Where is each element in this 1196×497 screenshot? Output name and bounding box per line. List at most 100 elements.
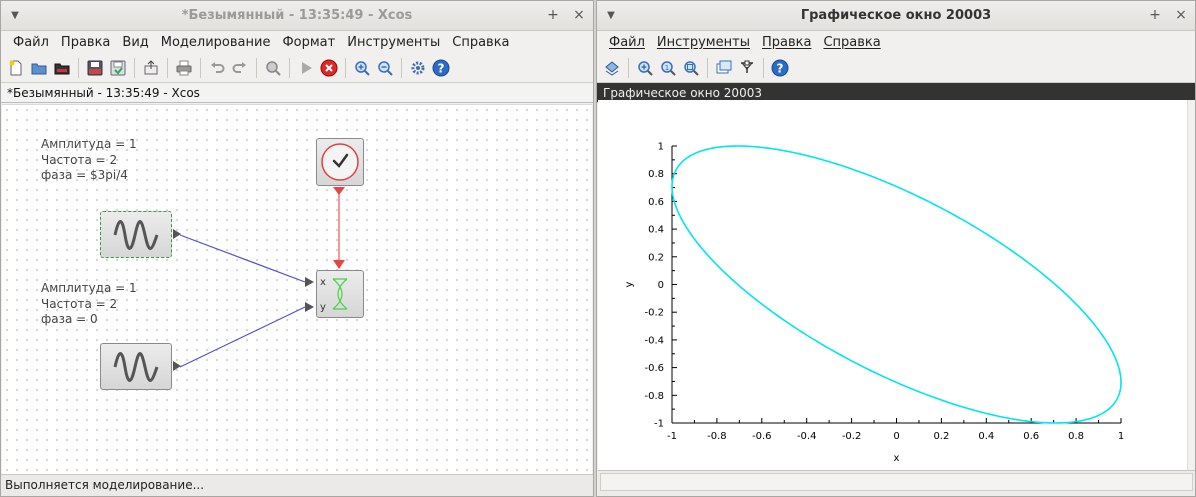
xcos-toolbar: ?: [1, 53, 593, 83]
toolbar-separator: [345, 57, 346, 78]
x-axis-label: x: [894, 453, 900, 464]
settings-gear-icon[interactable]: [407, 57, 429, 79]
close-icon[interactable]: ×: [1175, 7, 1187, 23]
toolbar-separator: [763, 57, 764, 78]
zoom-in-icon[interactable]: [351, 57, 373, 79]
maximize-icon[interactable]: +: [547, 7, 559, 23]
y-tick-label: 0.4: [648, 225, 664, 236]
sine-generator-block-2[interactable]: [100, 343, 172, 390]
zoom-out-icon[interactable]: [374, 57, 396, 79]
help-icon[interactable]: ?: [769, 57, 791, 79]
scope-port-x-label: x: [320, 277, 326, 288]
window-menu-icon[interactable]: ▼: [607, 10, 615, 21]
lissajous-curve: [671, 145, 1122, 424]
redo-icon[interactable]: [229, 57, 251, 79]
graphic-menubar: Файл Инструменты Правка Справка: [597, 31, 1195, 53]
cscopxy-block[interactable]: x y: [316, 270, 364, 318]
fit-diagram-icon[interactable]: [262, 57, 284, 79]
toolbar-separator: [200, 57, 201, 78]
open-folder-icon[interactable]: [28, 57, 50, 79]
graphic-titlebar[interactable]: ▼ Графическое окно 20003 + ×: [597, 1, 1195, 31]
y-tick-label: -0.8: [644, 391, 664, 402]
menu-tools[interactable]: Инструменты: [347, 34, 441, 50]
menu-tools[interactable]: Инструменты: [656, 34, 750, 50]
toolbar-separator: [628, 57, 629, 78]
zoom-in-icon[interactable]: [634, 57, 656, 79]
menu-format[interactable]: Формат: [282, 34, 336, 50]
graphic-status-bar: [598, 470, 1195, 496]
menu-edit[interactable]: Правка: [60, 34, 111, 50]
xcos-window-title: *Безымянный - 13:35:49 - Xcos: [181, 8, 413, 23]
scope-input-port-x: [305, 277, 314, 287]
vertical-scrollbar[interactable]: [1187, 100, 1195, 470]
y-tick-label: -0.4: [644, 335, 664, 346]
new-document-icon[interactable]: [5, 57, 27, 79]
clock-block[interactable]: [316, 138, 364, 186]
xcos-menubar: Файл Правка Вид Моделирование Формат Инс…: [1, 31, 593, 53]
sine2-parameters-label: Амплитуда = 1 Частота = 2 фаза = 0: [41, 281, 137, 328]
x-tick-label: -0.4: [797, 431, 817, 442]
scope-port-y-label: y: [320, 302, 326, 313]
window-menu-icon[interactable]: ▼: [11, 10, 19, 21]
menu-file[interactable]: Файл: [13, 34, 49, 50]
export-icon[interactable]: [140, 57, 162, 79]
rotate-icon[interactable]: [601, 57, 623, 79]
diagram-canvas[interactable]: Амплитуда = 1 Частота = 2 фаза = $3pi/4 …: [2, 104, 592, 476]
graphic-info-field: [600, 473, 1193, 491]
data-link-x[interactable]: [179, 234, 306, 283]
open-in-scilab-icon[interactable]: [51, 57, 73, 79]
graphic-window: ▼ Графическое окно 20003 + × Файл Инстру…: [596, 0, 1196, 497]
maximize-icon[interactable]: +: [1149, 7, 1161, 23]
menu-help[interactable]: Справка: [823, 34, 881, 50]
xcos-window: ▼ *Безымянный - 13:35:49 - Xcos + × Файл…: [0, 0, 594, 497]
zoom-original-icon[interactable]: 1: [657, 57, 679, 79]
edit-curve-icon[interactable]: [736, 57, 758, 79]
x-tick-label: 0.4: [978, 431, 994, 442]
undo-icon[interactable]: [206, 57, 228, 79]
menu-view[interactable]: Вид: [122, 34, 149, 50]
xcos-titlebar[interactable]: ▼ *Безымянный - 13:35:49 - Xcos + ×: [1, 1, 593, 31]
sine-wave-icon: [113, 220, 159, 250]
help-icon[interactable]: ?: [430, 57, 452, 79]
close-icon[interactable]: ×: [573, 7, 585, 23]
y-tick-label: 0: [658, 280, 664, 291]
x-tick-label: -1: [667, 431, 677, 442]
save-icon[interactable]: [84, 57, 106, 79]
toolbar-separator: [134, 57, 135, 78]
sine2-output-port: [173, 361, 181, 371]
toolbar-separator: [78, 57, 79, 78]
x-tick-label: 0.2: [933, 431, 949, 442]
menu-help[interactable]: Справка: [452, 34, 510, 50]
sine1-parameters-label: Амплитуда = 1 Частота = 2 фаза = $3pi/4: [41, 137, 137, 184]
x-tick-label: -0.8: [707, 431, 727, 442]
scope-event-input-port: [333, 260, 345, 269]
menu-simulation[interactable]: Моделирование: [160, 34, 271, 50]
menu-edit[interactable]: Правка: [761, 34, 812, 50]
sine-generator-block-1[interactable]: [100, 211, 172, 258]
y-tick-label: 0.8: [648, 169, 664, 180]
x-tick-label: -0.2: [842, 431, 862, 442]
y-tick-label: 0.2: [648, 252, 664, 263]
start-simulation-icon[interactable]: [295, 57, 317, 79]
clock-output-port: [333, 187, 345, 195]
stop-simulation-icon[interactable]: [318, 57, 340, 79]
sine-wave-icon: [113, 352, 159, 382]
plot-area[interactable]: -1 -0.8 -0.6 -0.4 -0.2 0 0.2 0.4 0.6 0.8 1 1 0.8 0.6 0…: [598, 100, 1195, 470]
xcos-status-bar: Выполняется моделирование...: [1, 474, 593, 496]
svg-text:1: 1: [665, 64, 669, 72]
data-link-y[interactable]: [179, 306, 306, 368]
y-axis-label: y: [624, 281, 635, 287]
zoom-fit-icon[interactable]: [680, 57, 702, 79]
sine1-phase-text: фаза = $3pi/4: [41, 168, 128, 182]
datatip-icon[interactable]: [713, 57, 735, 79]
toolbar-separator: [401, 57, 402, 78]
print-icon[interactable]: [173, 57, 195, 79]
save-as-icon[interactable]: [107, 57, 129, 79]
x-tick-label: -0.6: [752, 431, 772, 442]
toolbar-separator: [167, 57, 168, 78]
y-tick-label: 0.6: [648, 197, 664, 208]
xcos-document-tab[interactable]: *Безымянный - 13:35:49 - Xcos: [1, 83, 593, 103]
menu-file[interactable]: Файл: [609, 34, 645, 50]
toolbar-separator: [289, 57, 290, 78]
svg-text:?: ?: [438, 61, 445, 75]
